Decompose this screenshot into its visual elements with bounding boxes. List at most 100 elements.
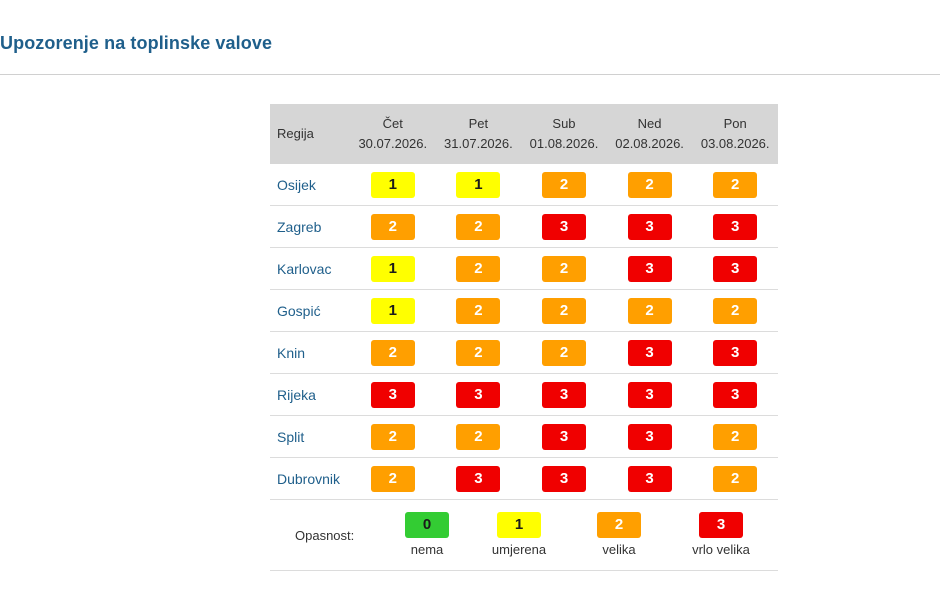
level-cell: 2 bbox=[692, 289, 778, 332]
level-badge: 3 bbox=[541, 213, 586, 240]
level-badge: 3 bbox=[713, 381, 758, 408]
legend-item-none: 0 nema bbox=[377, 512, 477, 557]
level-badge: 2 bbox=[456, 255, 501, 282]
region-name[interactable]: Karlovac bbox=[270, 247, 350, 290]
table-body: Osijek 1 1 2 2 2 Zagreb 2 2 3 3 3 Karlovac 1 2 2 3 3 Gospi… bbox=[270, 164, 778, 500]
level-badge: 3 bbox=[456, 465, 501, 492]
legend-row: Opasnost: 0 nema 1 umjerena 2 velika bbox=[270, 499, 778, 571]
level-badge: 3 bbox=[456, 381, 501, 408]
level-cell: 2 bbox=[350, 205, 436, 248]
level-badge: 1 bbox=[370, 255, 415, 282]
level-cell: 3 bbox=[692, 205, 778, 248]
level-badge: 3 bbox=[627, 423, 672, 450]
day-column-header: Pet 31.07.2026. bbox=[435, 104, 522, 164]
level-badge: 2 bbox=[370, 213, 415, 240]
level-cell: 3 bbox=[350, 373, 436, 416]
region-name[interactable]: Gospić bbox=[270, 289, 350, 332]
day-name: Pet bbox=[468, 116, 489, 131]
level-badge: 2 bbox=[456, 423, 501, 450]
level-cell: 3 bbox=[606, 415, 693, 458]
level-badge: 3 bbox=[627, 339, 672, 366]
level-badge: 3 bbox=[627, 213, 672, 240]
level-cell: 3 bbox=[521, 457, 607, 500]
legend-text: vrlo velika bbox=[692, 542, 750, 557]
level-cell: 3 bbox=[521, 205, 607, 248]
level-cell: 2 bbox=[350, 457, 436, 500]
level-badge: 2 bbox=[541, 171, 586, 198]
level-cell: 3 bbox=[521, 415, 607, 458]
level-cell: 2 bbox=[606, 164, 693, 206]
table-row: Osijek 1 1 2 2 2 bbox=[270, 164, 778, 206]
level-badge: 2 bbox=[456, 339, 501, 366]
region-name[interactable]: Zagreb bbox=[270, 205, 350, 248]
region-column-header: Regija bbox=[270, 104, 350, 164]
level-badge: 1 bbox=[370, 297, 415, 324]
level-badge: 3 bbox=[713, 255, 758, 282]
level-cell: 3 bbox=[435, 457, 522, 500]
legend-text: nema bbox=[410, 542, 444, 557]
region-name[interactable]: Osijek bbox=[270, 164, 350, 206]
region-name[interactable]: Split bbox=[270, 415, 350, 458]
level-cell: 1 bbox=[350, 247, 436, 290]
level-badge: 2 bbox=[370, 465, 415, 492]
table-row: Knin 2 2 2 3 3 bbox=[270, 331, 778, 374]
legend-item-very-high: 3 vrlo velika bbox=[671, 512, 771, 557]
region-name[interactable]: Knin bbox=[270, 331, 350, 374]
day-name: Ned bbox=[637, 116, 662, 131]
level-cell: 3 bbox=[692, 247, 778, 290]
level-cell: 2 bbox=[350, 415, 436, 458]
level-badge: 3 bbox=[627, 381, 672, 408]
day-name: Sub bbox=[552, 116, 576, 131]
level-badge: 3 bbox=[713, 213, 758, 240]
level-badge: 2 bbox=[713, 297, 758, 324]
day-date: 03.08.2026. bbox=[700, 136, 770, 151]
day-date: 31.07.2026. bbox=[444, 136, 513, 151]
legend-text: velika bbox=[602, 542, 636, 557]
day-date: 01.08.2026. bbox=[529, 136, 599, 151]
level-cell: 2 bbox=[692, 164, 778, 206]
danger-legend: Opasnost: 0 nema 1 umjerena 2 velika bbox=[270, 500, 778, 570]
level-cell: 2 bbox=[435, 331, 522, 374]
region-name[interactable]: Dubrovnik bbox=[270, 457, 350, 500]
level-badge: 0 bbox=[405, 512, 449, 538]
level-cell: 2 bbox=[435, 415, 522, 458]
heatwave-warning-table: Regija Čet 30.07.2026. Pet 31.07.2026. S… bbox=[270, 104, 778, 571]
level-cell: 2 bbox=[692, 415, 778, 458]
level-cell: 2 bbox=[521, 289, 607, 332]
level-badge: 2 bbox=[456, 213, 501, 240]
level-cell: 3 bbox=[435, 373, 522, 416]
day-column-header: Čet 30.07.2026. bbox=[350, 104, 436, 164]
level-badge: 3 bbox=[627, 465, 672, 492]
region-name[interactable]: Rijeka bbox=[270, 373, 350, 416]
level-cell: 2 bbox=[435, 247, 522, 290]
level-cell: 3 bbox=[606, 373, 693, 416]
level-badge: 3 bbox=[713, 339, 758, 366]
level-badge: 1 bbox=[497, 512, 541, 538]
level-cell: 2 bbox=[606, 289, 693, 332]
level-badge: 3 bbox=[370, 381, 415, 408]
legend-item-moderate: 1 umjerena bbox=[469, 512, 569, 557]
day-column-header: Ned 02.08.2026. bbox=[606, 104, 693, 164]
level-badge: 2 bbox=[713, 171, 758, 198]
level-badge: 2 bbox=[541, 297, 586, 324]
level-cell: 2 bbox=[521, 164, 607, 206]
table-header-row: Regija Čet 30.07.2026. Pet 31.07.2026. S… bbox=[270, 104, 778, 164]
level-cell: 2 bbox=[435, 289, 522, 332]
table-row: Rijeka 3 3 3 3 3 bbox=[270, 373, 778, 416]
level-badge: 1 bbox=[456, 171, 501, 198]
legend-item-high: 2 velika bbox=[569, 512, 669, 557]
level-cell: 2 bbox=[350, 331, 436, 374]
page-title: Upozorenje na toplinske valove bbox=[0, 33, 273, 53]
legend-cell: Opasnost: 0 nema 1 umjerena 2 velika bbox=[270, 499, 778, 571]
level-badge: 2 bbox=[541, 255, 586, 282]
level-cell: 3 bbox=[606, 331, 693, 374]
level-cell: 3 bbox=[692, 331, 778, 374]
level-badge: 2 bbox=[370, 423, 415, 450]
table-row: Zagreb 2 2 3 3 3 bbox=[270, 205, 778, 248]
level-cell: 3 bbox=[606, 205, 693, 248]
level-badge: 2 bbox=[597, 512, 641, 538]
level-badge: 2 bbox=[541, 339, 586, 366]
level-badge: 2 bbox=[456, 297, 501, 324]
table-row: Gospić 1 2 2 2 2 bbox=[270, 289, 778, 332]
